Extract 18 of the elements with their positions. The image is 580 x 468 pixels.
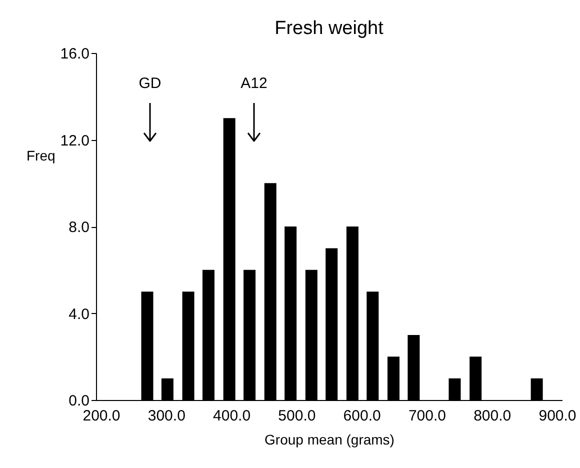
y-tick-label: 8.0 <box>68 219 90 236</box>
x-tick-label: 800.0 <box>474 408 512 424</box>
y-tick-label: 16.0 <box>60 46 90 62</box>
x-tick-label: 500.0 <box>278 408 316 424</box>
y-tick-label: 4.0 <box>68 306 90 323</box>
annotation: A12 <box>240 75 268 92</box>
annotation: GD <box>138 75 162 92</box>
y-axis-title: Freq <box>26 148 56 164</box>
x-tick-label: 700.0 <box>408 408 446 424</box>
x-tick-label: 900.0 <box>538 408 576 424</box>
x-tick-label: 200.0 <box>82 408 120 424</box>
x-tick-label: 600.0 <box>343 408 381 424</box>
x-axis-title: Group mean (grams) <box>264 432 394 448</box>
y-tick-label: 0.0 <box>68 392 90 410</box>
x-tick-label: 300.0 <box>148 408 186 424</box>
chart-title: Fresh weight <box>274 18 384 39</box>
x-tick-label: 400.0 <box>213 408 251 424</box>
y-tick-label: 12.0 <box>60 132 90 150</box>
